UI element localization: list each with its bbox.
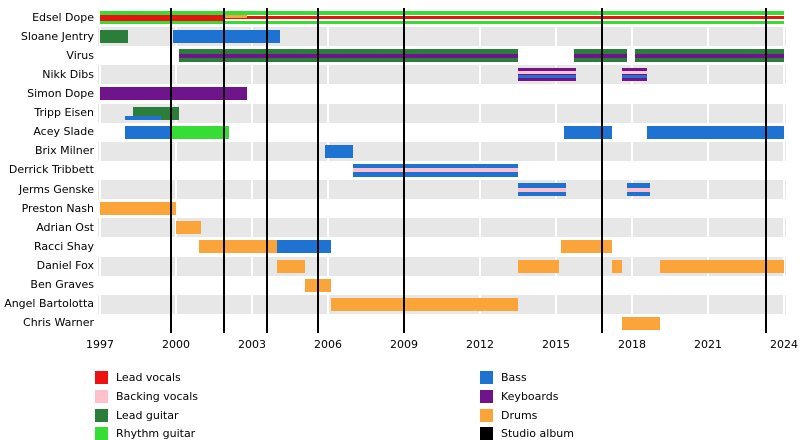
year-gridline xyxy=(327,8,329,334)
timeline-bar-drums xyxy=(176,221,202,235)
year-tick-label: 2012 xyxy=(466,338,494,352)
row-stripe xyxy=(98,180,786,200)
timeline-bar-keyboards xyxy=(634,53,784,58)
timeline-bar-backing_vocals xyxy=(518,71,577,75)
legend-label-backing_vocals: Backing vocals xyxy=(116,389,199,403)
row-stripe xyxy=(98,141,786,161)
timeline-bar-bass xyxy=(325,144,354,158)
timeline-bar-lead_guitar xyxy=(100,30,128,44)
year-gridline xyxy=(99,8,101,334)
year-gridline xyxy=(707,8,709,334)
year-tick-label: 2000 xyxy=(162,338,190,352)
year-tick-label: 2018 xyxy=(618,338,646,352)
timeline-bar-keyboards xyxy=(573,53,627,58)
row-stripe xyxy=(98,65,786,85)
timeline-bar-drums xyxy=(621,316,660,330)
timeline-bar-backing_vocals xyxy=(626,187,650,192)
timeline-bar-rhythm_guitar xyxy=(100,20,784,25)
member-label: Brix Milner xyxy=(35,144,94,158)
member-label: Derrick Tribbett xyxy=(8,163,94,177)
member-label: Simon Dope xyxy=(27,86,94,100)
timeline-bar-keyboards xyxy=(178,53,518,58)
member-label: Adrian Ost xyxy=(36,220,94,234)
member-label: Jerms Genske xyxy=(18,182,94,196)
member-label: Ben Graves xyxy=(30,278,94,292)
timeline-bar-keyboards xyxy=(100,87,247,101)
year-gridline xyxy=(175,8,177,334)
timeline-bar-drums xyxy=(100,202,176,216)
row-stripe xyxy=(98,218,786,238)
member-label: Daniel Fox xyxy=(36,259,94,273)
studio-album-line xyxy=(316,8,319,334)
studio-album-line xyxy=(765,8,768,334)
timeline-bar-drums xyxy=(611,259,622,273)
timeline-bar-rhythm_guitar xyxy=(170,125,230,139)
timeline-bar-bass xyxy=(621,75,648,79)
year-gridline xyxy=(555,8,557,334)
backing_vocals-legend-swatch xyxy=(95,389,108,403)
bass-legend-swatch xyxy=(480,371,493,384)
member-label: Chris Warner xyxy=(23,316,94,330)
studio-album-line xyxy=(266,8,269,334)
member-label: Edsel Dope xyxy=(32,10,94,24)
timeline-bar-lead_vocals xyxy=(224,15,784,20)
timeline-bar-backing_vocals xyxy=(353,168,518,173)
member-label: Angel Bartolotta xyxy=(4,297,94,311)
studio-album-line xyxy=(600,8,603,334)
member-label: Racci Shay xyxy=(34,239,94,253)
year-gridline xyxy=(631,8,633,334)
legend-label-bass: Bass xyxy=(501,371,527,384)
year-tick-label: 1997 xyxy=(86,338,114,352)
drums-legend-swatch xyxy=(480,408,493,422)
timeline-bar-drums xyxy=(198,240,278,254)
legend-label-lead_guitar: Lead guitar xyxy=(116,408,179,422)
timeline-bar-bass xyxy=(277,240,331,254)
year-tick-label: 2006 xyxy=(314,338,342,352)
member-label: Acey Slade xyxy=(33,125,94,139)
year-tick-label: 2003 xyxy=(238,338,266,352)
member-label: Nikk Dibs xyxy=(42,67,94,81)
year-tick-label: 2015 xyxy=(542,338,570,352)
member-label: Sloane Jentry xyxy=(20,29,94,43)
member-label: Tripp Eisen xyxy=(34,106,94,120)
timeline-bar-bass xyxy=(125,125,171,139)
timeline-bar-backing_vocals xyxy=(621,71,648,75)
timeline-bar-drums xyxy=(330,297,518,311)
year-gridline xyxy=(251,8,253,334)
timeline-bar-bass xyxy=(563,125,612,139)
row-stripe xyxy=(98,103,786,123)
timeline-bar-bass xyxy=(173,30,280,44)
year-tick-label: 2009 xyxy=(390,338,418,352)
studio-album-line xyxy=(169,8,172,334)
member-label: Preston Nash xyxy=(21,201,94,215)
lead_vocals-legend-swatch xyxy=(95,371,108,384)
timeline-bar-drums xyxy=(518,259,559,273)
legend-label-lead_vocals: Lead vocals xyxy=(116,371,181,384)
year-tick-label: 2024 xyxy=(770,338,798,352)
timeline-bar-bass xyxy=(125,116,161,120)
studio-album-line xyxy=(223,8,226,334)
legend-label-drums: Drums xyxy=(501,408,538,422)
timeline-bar-bass xyxy=(518,75,577,79)
legend-label-keyboards: Keyboards xyxy=(501,389,559,403)
legend-label-rhythm_guitar: Rhythm guitar xyxy=(116,427,196,440)
studio-album-line xyxy=(403,8,405,334)
studio_album-legend-swatch xyxy=(480,427,493,440)
rhythm_guitar-legend-swatch xyxy=(95,427,108,440)
timeline-bar-drums xyxy=(659,259,784,273)
timeline-bar-drums xyxy=(561,240,612,254)
legend-label-studio_album: Studio album xyxy=(501,427,574,440)
year-gridline xyxy=(783,8,785,334)
lead_guitar-legend-swatch xyxy=(95,408,108,422)
timeline-bar-backing_vocals xyxy=(518,187,567,192)
timeline-bar-bass xyxy=(647,125,784,139)
year-tick-label: 2021 xyxy=(694,338,722,352)
timeline-bar-rhythm_guitar xyxy=(100,11,784,15)
keyboards-legend-swatch xyxy=(480,389,493,403)
timeline-bar-drums xyxy=(277,259,306,273)
member-label: Virus xyxy=(66,48,94,62)
